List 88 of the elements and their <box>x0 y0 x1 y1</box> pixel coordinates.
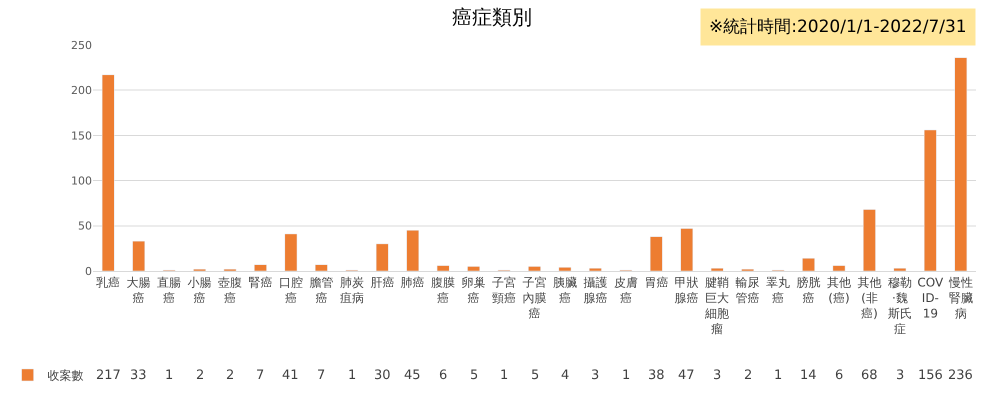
data-label: 236 <box>948 368 973 383</box>
y-tick-label: 250 <box>71 38 92 52</box>
bar <box>254 264 267 271</box>
bar <box>924 130 937 271</box>
x-tick-label: 子宮內膜癌 <box>522 275 546 321</box>
bar <box>102 74 115 271</box>
data-label: 14 <box>800 368 817 383</box>
x-tick-label: 腎癌 <box>248 275 272 290</box>
x-tick-label: 乳癌 <box>96 275 120 290</box>
bar <box>954 57 968 271</box>
bar <box>894 268 906 271</box>
data-label: 7 <box>317 368 326 383</box>
x-tick-label: 壺腹癌 <box>218 275 242 305</box>
x-tick-label: 腹膜癌 <box>431 275 456 305</box>
x-tick-label: 大腸癌 <box>126 275 151 305</box>
y-tick-label: 200 <box>71 84 92 98</box>
x-tick-label: 其他(癌) <box>826 275 851 305</box>
x-tick-label: 穆勒·魏斯氏症 <box>888 275 912 336</box>
bar <box>132 240 146 271</box>
legend-label: 收案數 <box>48 368 84 383</box>
x-tick-label: 膀胱癌 <box>796 275 821 305</box>
data-label: 1 <box>500 368 508 383</box>
bar <box>376 244 389 271</box>
bar <box>802 258 815 271</box>
x-tick-label: 小腸癌 <box>188 275 212 305</box>
bar <box>589 268 602 271</box>
x-tick-label: 甲狀腺癌 <box>674 275 699 305</box>
x-tick-label: 卵巢癌 <box>462 275 486 305</box>
bar <box>436 265 450 271</box>
bar <box>315 264 328 271</box>
data-label: 33 <box>130 368 147 383</box>
data-label: 3 <box>713 368 722 383</box>
data-label: 45 <box>404 368 421 383</box>
data-label: 6 <box>835 368 844 383</box>
x-tick-label: 輸尿管癌 <box>736 275 760 305</box>
data-label: 47 <box>678 368 695 383</box>
x-tick-label: 膽管癌 <box>309 275 334 305</box>
data-label: 5 <box>470 368 478 383</box>
x-tick-label: 肝癌 <box>370 275 394 290</box>
bar <box>406 230 420 271</box>
y-tick-label: 100 <box>71 174 92 188</box>
x-tick-label: 腱鞘巨大細胞瘤 <box>704 275 730 336</box>
x-tick-label: 慢性腎臟病 <box>948 275 973 321</box>
x-tick-label: COVID-19 <box>917 275 944 321</box>
data-label: 7 <box>256 368 264 383</box>
data-label: 1 <box>622 368 630 383</box>
data-label: 156 <box>918 368 943 383</box>
data-label: 38 <box>648 368 665 383</box>
bar <box>680 228 694 271</box>
x-tick-label: 攝護腺癌 <box>583 275 608 305</box>
data-label: 4 <box>561 368 570 383</box>
x-tick-label: 睪丸癌 <box>766 275 790 305</box>
y-tick-label: 50 <box>78 220 92 233</box>
x-tick-label: 胃癌 <box>644 275 668 290</box>
y-tick-label: 0 <box>85 264 92 278</box>
bar <box>832 265 846 271</box>
bar <box>467 266 480 271</box>
data-label: 3 <box>591 368 600 383</box>
x-tick-label: 口腔癌 <box>278 275 303 305</box>
bar <box>710 268 724 271</box>
text: ※統計時間:2020/1/1-2022/7/31 <box>709 17 967 37</box>
x-tick-label: 直腸癌 <box>157 275 182 305</box>
bar <box>528 266 541 271</box>
data-label: 1 <box>348 368 356 383</box>
data-label: 41 <box>282 368 299 383</box>
data-label: 1 <box>165 368 174 383</box>
bar <box>650 236 663 271</box>
data-label: 5 <box>531 368 540 383</box>
chart-title: 癌症類別 <box>452 4 532 29</box>
x-tick-label: 其他(非癌) <box>857 275 882 321</box>
bar <box>863 209 876 271</box>
data-label: 1 <box>774 368 782 383</box>
bar <box>558 267 572 271</box>
y-tick-label: 150 <box>71 129 92 142</box>
x-tick-label: 胰臟癌 <box>552 275 577 305</box>
data-label: 2 <box>744 368 752 383</box>
data-label: 2 <box>226 368 234 383</box>
data-label: 2 <box>196 368 204 383</box>
x-tick-label: 皮膚癌 <box>614 275 638 305</box>
data-label: 30 <box>374 368 391 383</box>
x-tick-label: 肺炭疽病 <box>340 275 364 305</box>
data-label: 6 <box>439 368 448 383</box>
x-tick-label: 肺癌 <box>400 275 425 290</box>
data-label: 3 <box>896 368 904 383</box>
x-tick-label: 子宮頸癌 <box>492 275 516 305</box>
data-label: 217 <box>96 368 121 383</box>
data-label: 68 <box>861 368 878 383</box>
bar <box>284 234 298 271</box>
